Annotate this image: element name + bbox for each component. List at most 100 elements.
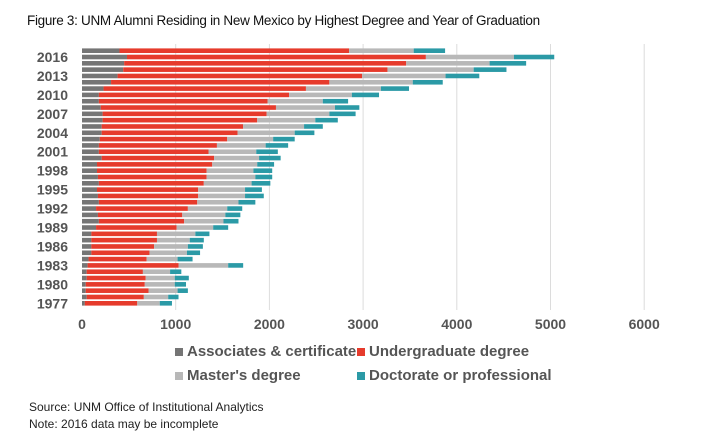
- bar-2007-undergraduate-degree: [102, 111, 267, 117]
- legend-label: Doctorate or professional: [369, 367, 552, 384]
- x-tick-label: 0: [78, 316, 86, 332]
- bar-1993-master-s-degree: [197, 199, 239, 205]
- bar-1998-master-s-degree: [206, 168, 254, 173]
- bar-1988-master-s-degree: [156, 231, 196, 237]
- bar-2011-doctorate-or-professional: [380, 86, 410, 91]
- bar-1984-doctorate-or-professional: [177, 256, 193, 262]
- bar-1995-associates-certificate: [82, 187, 97, 192]
- bar-2007-master-s-degree: [266, 111, 330, 117]
- bar-2008-undergraduate-degree: [100, 105, 276, 110]
- y-tick-label: 2013: [37, 68, 68, 84]
- bar-1998-doctorate-or-professional: [253, 168, 273, 173]
- bar-1986-master-s-degree: [154, 244, 188, 249]
- bar-2002-undergraduate-degree: [98, 143, 217, 148]
- bar-2006-doctorate-or-professional: [315, 117, 338, 123]
- bar-1999-undergraduate-degree: [96, 162, 213, 167]
- y-tick-label: 2007: [37, 106, 68, 122]
- bar-2014-doctorate-or-professional: [473, 67, 507, 72]
- bar-2003-master-s-degree: [227, 136, 274, 142]
- bar-2016-associates-certificate: [82, 54, 127, 60]
- y-tick-label: 1989: [37, 220, 68, 236]
- bar-1985-associates-certificate: [82, 250, 92, 256]
- y-tick-label: 1998: [37, 163, 68, 179]
- bar-2006-undergraduate-degree: [102, 117, 258, 123]
- bar-1990-master-s-degree: [184, 218, 224, 224]
- bar-2010-associates-certificate: [82, 92, 99, 98]
- bar-2014-master-s-degree: [387, 67, 474, 72]
- bar-2016-undergraduate-degree: [126, 54, 426, 60]
- bar-1987-master-s-degree: [156, 237, 190, 243]
- bar-1997-master-s-degree: [206, 174, 256, 180]
- bar-2001-master-s-degree: [208, 149, 257, 155]
- bar-1979-master-s-degree: [148, 288, 178, 293]
- bar-1999-associates-certificate: [82, 162, 97, 167]
- x-tick-label: 3000: [348, 316, 379, 332]
- bar-2005-doctorate-or-professional: [304, 124, 323, 129]
- bar-2013-associates-certificate: [82, 73, 118, 79]
- bar-1994-undergraduate-degree: [97, 193, 199, 199]
- bar-1999-master-s-degree: [212, 162, 258, 167]
- bar-1977-master-s-degree: [137, 301, 160, 306]
- bar-1992-undergraduate-degree: [96, 206, 188, 211]
- bar-2006-master-s-degree: [257, 117, 316, 123]
- bar-1982-master-s-degree: [142, 269, 171, 275]
- bar-1990-associates-certificate: [82, 218, 99, 224]
- bar-2002-doctorate-or-professional: [265, 143, 289, 148]
- bar-1980-undergraduate-degree: [85, 282, 145, 287]
- y-tick-label: 2010: [37, 87, 68, 103]
- bar-2009-associates-certificate: [82, 98, 99, 104]
- bar-2010-undergraduate-degree: [98, 92, 290, 98]
- bar-1990-undergraduate-degree: [98, 218, 185, 224]
- bar-2011-master-s-degree: [305, 86, 381, 91]
- bar-1983-doctorate-or-professional: [228, 263, 244, 268]
- x-tick-label: 6000: [629, 316, 660, 332]
- bar-1981-undergraduate-degree: [86, 275, 146, 281]
- stacked-bar-chart: 0 1000 2000 3000 4000 5000 6000 2016 2013 2010 200…: [37, 44, 660, 332]
- bar-2003-associates-certificate: [82, 136, 100, 142]
- bar-1989-doctorate-or-professional: [213, 225, 229, 230]
- bar-1988-undergraduate-degree: [91, 231, 157, 237]
- bar-1996-doctorate-or-professional: [251, 181, 271, 186]
- bar-2007-doctorate-or-professional: [329, 111, 356, 117]
- bar-2017-doctorate-or-professional: [413, 48, 446, 53]
- bar-2013-undergraduate-degree: [117, 73, 363, 79]
- bar-2011-undergraduate-degree: [103, 86, 306, 91]
- bar-1996-undergraduate-degree: [98, 181, 204, 186]
- bar-1983-master-s-degree: [178, 263, 229, 268]
- bar-1980-master-s-degree: [144, 282, 175, 287]
- bar-2016-master-s-degree: [425, 54, 514, 60]
- bar-1977-associates-certificate: [82, 301, 85, 306]
- bar-1981-master-s-degree: [145, 275, 175, 281]
- bar-1978-undergraduate-degree: [86, 294, 144, 300]
- bar-2008-associates-certificate: [82, 105, 101, 110]
- bar-1991-associates-certificate: [82, 212, 98, 218]
- legend-item-doctorate: Doctorate or professional: [357, 367, 552, 384]
- bar-1982-associates-certificate: [82, 269, 87, 275]
- bar-2002-master-s-degree: [216, 143, 266, 148]
- bar-1992-doctorate-or-professional: [227, 206, 243, 211]
- source-text: Source: UNM Office of Institutional Anal…: [29, 400, 264, 414]
- y-tick-label: 1986: [37, 238, 68, 254]
- bar-1989-undergraduate-degree: [96, 225, 177, 230]
- bar-2015-master-s-degree: [406, 61, 490, 66]
- bar-2001-associates-certificate: [82, 149, 99, 155]
- bar-2013-master-s-degree: [362, 73, 446, 79]
- bar-1991-undergraduate-degree: [97, 212, 183, 218]
- bar-2017-associates-certificate: [82, 48, 120, 53]
- bar-2004-master-s-degree: [237, 130, 295, 136]
- bar-2000-associates-certificate: [82, 155, 102, 161]
- bar-2001-doctorate-or-professional: [256, 149, 278, 155]
- bar-2012-master-s-degree: [329, 79, 413, 85]
- x-tick-label: 5000: [535, 316, 566, 332]
- bar-1994-doctorate-or-professional: [245, 193, 264, 199]
- bar-1980-associates-certificate: [82, 282, 86, 287]
- bar-1987-associates-certificate: [82, 237, 92, 243]
- bar-1994-master-s-degree: [198, 193, 246, 199]
- bar-2009-doctorate-or-professional: [322, 98, 349, 104]
- bar-2008-doctorate-or-professional: [334, 105, 360, 110]
- bar-2015-associates-certificate: [82, 61, 125, 66]
- bar-2000-undergraduate-degree: [101, 155, 215, 161]
- legend-item-undergraduate: Undergraduate degree: [357, 343, 529, 360]
- bar-1999-doctorate-or-professional: [257, 162, 275, 167]
- bar-2012-associates-certificate: [82, 79, 112, 85]
